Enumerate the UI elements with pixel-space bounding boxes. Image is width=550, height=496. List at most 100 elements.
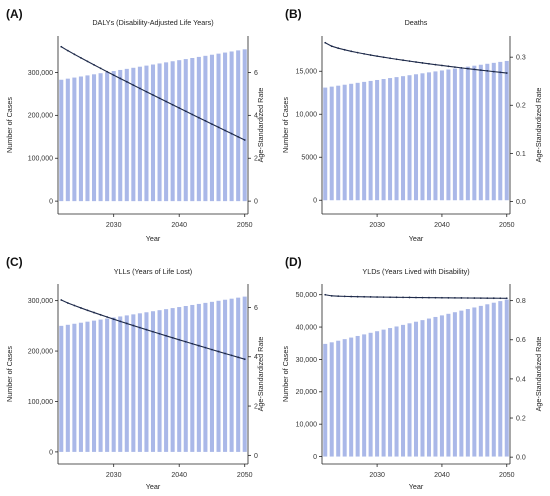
bar	[323, 343, 328, 457]
bar	[446, 313, 451, 457]
bar	[65, 78, 70, 202]
y-axis-title-left: Number of Cases	[5, 346, 14, 402]
panel-letter: (A)	[6, 7, 23, 21]
y-tick-label-left: 10,000	[296, 112, 318, 119]
line-point	[165, 100, 168, 103]
line-point	[479, 69, 482, 72]
bar	[144, 65, 149, 202]
bar	[472, 65, 477, 201]
line-point	[356, 295, 359, 298]
line-point	[460, 66, 463, 69]
y-tick-label-right: 0.8	[516, 298, 526, 305]
bar	[478, 305, 483, 457]
line-point	[66, 302, 69, 304]
line-point	[499, 71, 502, 74]
x-tick-label: 2050	[237, 222, 253, 229]
bar	[59, 325, 64, 452]
bar	[439, 70, 444, 201]
bar	[92, 320, 97, 452]
bar	[177, 307, 182, 452]
bar	[111, 71, 116, 202]
y-tick-label-right: 6	[254, 70, 258, 77]
bar	[413, 74, 419, 201]
bar	[426, 318, 431, 457]
x-tick-label: 2050	[499, 472, 515, 479]
bar	[362, 81, 367, 201]
line-point	[106, 70, 109, 73]
bar	[59, 79, 64, 202]
y-tick-label-right: 2	[254, 403, 258, 410]
x-axis-title: Year	[146, 234, 161, 243]
line-point	[408, 60, 411, 63]
bar	[459, 310, 464, 457]
line-point	[447, 65, 450, 68]
line-point	[191, 113, 194, 116]
line-point	[132, 324, 135, 327]
line-point	[60, 45, 63, 48]
y-tick-label-right: 4	[254, 354, 258, 361]
line-point	[211, 123, 213, 126]
y-tick-label-right: 0.2	[516, 103, 526, 110]
line-point	[402, 59, 404, 62]
bar	[368, 80, 373, 201]
line-point	[99, 67, 102, 70]
line-point	[243, 139, 246, 141]
line-point	[415, 61, 417, 63]
y-tick-label-left: 20,000	[296, 389, 318, 396]
line-point	[178, 338, 181, 341]
line-point	[80, 57, 82, 59]
bar	[85, 321, 90, 452]
line-point	[492, 70, 495, 73]
bar	[349, 83, 354, 201]
bar	[498, 301, 503, 457]
line-point	[454, 296, 456, 299]
line-point	[106, 316, 109, 318]
line-point	[428, 62, 430, 65]
line-point	[217, 350, 220, 353]
line-point	[337, 295, 340, 298]
bar	[388, 328, 393, 457]
y-tick-label-left: 200,000	[28, 113, 53, 120]
x-tick-label: 2030	[369, 222, 385, 229]
line-point	[447, 296, 450, 299]
line-point	[217, 126, 220, 129]
line-point	[204, 120, 207, 122]
x-axis-title: Year	[409, 482, 424, 491]
y-tick-label-left: 100,000	[28, 156, 53, 163]
bar	[236, 297, 241, 452]
bar	[485, 304, 490, 457]
bar	[223, 52, 228, 202]
line-point	[93, 311, 95, 314]
bar	[504, 60, 509, 201]
y-tick-label-left: 300,000	[28, 70, 53, 77]
y-tick-label-right: 0.6	[516, 337, 526, 344]
line-point	[158, 332, 161, 335]
bar	[164, 309, 169, 452]
y-tick-label-right: 6	[254, 305, 258, 312]
bar	[98, 319, 103, 452]
line-point	[421, 62, 424, 64]
line-point	[473, 297, 476, 299]
bar	[170, 61, 175, 202]
bar	[183, 59, 188, 202]
x-tick-label: 2040	[171, 472, 187, 479]
line-point	[237, 356, 240, 359]
line-point	[125, 80, 128, 83]
line-point	[139, 87, 141, 90]
line-point	[145, 328, 148, 331]
panel-letter: (B)	[285, 7, 302, 21]
bar	[157, 310, 162, 452]
bar	[478, 64, 483, 201]
bar	[452, 68, 457, 201]
chart-panel-3: (C) YLLs (Years of Life Lost) 0 100,000 200,…	[5, 255, 265, 491]
line-point	[369, 296, 372, 298]
x-tick-label: 2040	[434, 472, 450, 479]
bar	[98, 73, 103, 202]
line-point	[434, 296, 437, 299]
line-point	[499, 297, 502, 300]
bar	[394, 77, 399, 201]
bar	[342, 84, 347, 201]
bar	[170, 308, 175, 452]
y-tick-label-left: 0	[313, 198, 317, 205]
bar	[472, 307, 477, 457]
